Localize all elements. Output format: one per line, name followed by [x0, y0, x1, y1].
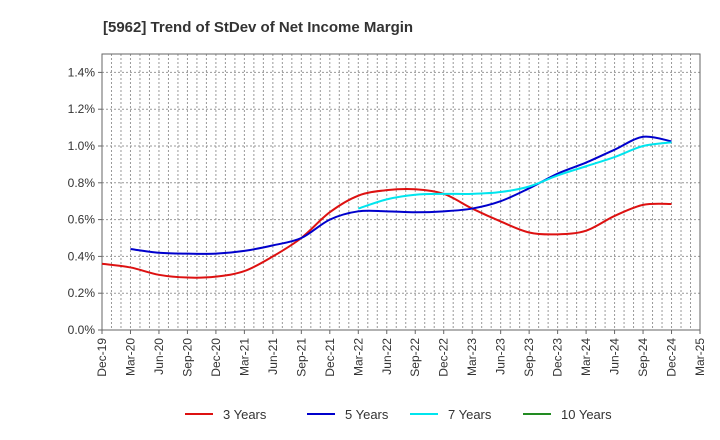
y-tick-label: 0.8%: [68, 176, 96, 190]
chart-title: [5962] Trend of StDev of Net Income Marg…: [103, 19, 413, 36]
x-tick-label: Jun-23: [494, 338, 508, 375]
y-tick-label: 0.2%: [68, 286, 96, 300]
x-axis: Dec-19 Mar-20 Jun-20 Sep-20 Dec-20 Mar-21 Jun-…: [95, 330, 707, 377]
x-tick-label: Jun-24: [608, 338, 622, 375]
x-tick-label: Dec-21: [323, 338, 337, 377]
legend-label-5-years: 5 Years: [345, 407, 389, 422]
x-tick-label: Dec-22: [437, 338, 451, 377]
series-line-3-years: [101, 187, 672, 279]
x-tick-label: Dec-24: [665, 338, 679, 377]
legend-label-10-years: 10 Years: [561, 407, 612, 422]
y-tick-label: 1.0%: [68, 139, 96, 153]
x-tick-label: Dec-23: [551, 338, 565, 377]
x-tick-label: Sep-21: [294, 338, 308, 377]
y-tick-label: 0.4%: [68, 249, 96, 263]
x-tick-label: Sep-20: [180, 338, 194, 377]
series-line-7-years: [357, 141, 672, 210]
y-tick-label: 0.0%: [68, 323, 96, 337]
gridlines: [102, 54, 700, 330]
x-tick-label: Mar-21: [237, 338, 251, 376]
x-tick-label: Mar-25: [693, 338, 707, 376]
plot-area: [101, 53, 701, 331]
y-tick-label: 0.6%: [68, 213, 96, 227]
x-tick-label: Mar-24: [579, 338, 593, 376]
x-tick-label: Sep-23: [522, 338, 536, 377]
y-tick-label: 1.4%: [68, 65, 96, 79]
legend-label-7-years: 7 Years: [448, 407, 492, 422]
x-tick-label: Jun-21: [266, 338, 280, 375]
x-tick-label: Jun-20: [152, 338, 166, 375]
x-tick-label: Mar-22: [351, 338, 365, 376]
legend-label-3-years: 3 Years: [223, 407, 267, 422]
x-tick-label: Sep-22: [408, 338, 422, 377]
y-tick-label: 1.2%: [68, 102, 96, 116]
x-tick-label: Mar-20: [123, 338, 137, 376]
y-axis: 0.0% 0.2% 0.4% 0.6% 0.8% 1.0% 1.2% 1.4%: [68, 65, 102, 337]
x-tick-label: Dec-20: [209, 338, 223, 377]
x-tick-label: Jun-22: [380, 338, 394, 375]
x-tick-label: Dec-19: [95, 338, 109, 377]
series-line-5-years: [130, 135, 672, 255]
series-lines: [101, 135, 672, 279]
legend: 3 Years 5 Years 7 Years 10 Years: [185, 407, 612, 422]
x-tick-label: Mar-23: [465, 338, 479, 376]
x-tick-label: Sep-24: [636, 338, 650, 377]
